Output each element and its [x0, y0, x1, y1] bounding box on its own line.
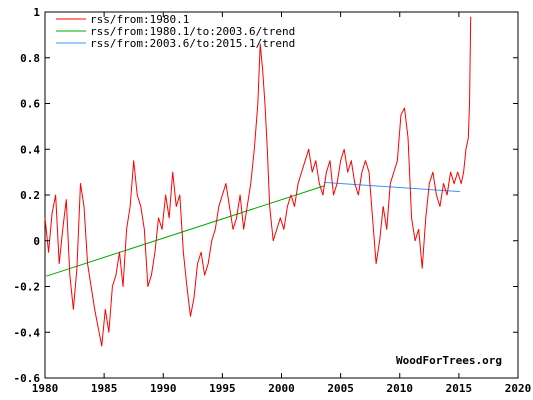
x-tick-label: 1990 [150, 382, 177, 395]
y-tick-label: 0 [33, 235, 40, 248]
y-tick-label: 0.2 [20, 189, 40, 202]
trend-layer [46, 181, 461, 277]
credit-text: WoodForTrees.org [396, 354, 502, 367]
x-tick-label: 2000 [268, 382, 295, 395]
y-tick-label: 1 [33, 6, 40, 19]
y-tick-label: 0.4 [20, 143, 40, 156]
legend-label-0: rss/from:1980.1 [90, 13, 189, 26]
y-tick-label: 0.8 [20, 52, 40, 65]
legend-label-1: rss/from:1980.1/to:2003.6/trend [90, 25, 295, 38]
x-tick-label: 2005 [327, 382, 354, 395]
y-tick-label: -0.6 [14, 372, 41, 385]
x-tick-label: 2015 [446, 382, 473, 395]
y-tick-label: -0.2 [14, 281, 41, 294]
x-tick-label: 2020 [505, 382, 532, 395]
x-tick-label: 1985 [91, 382, 118, 395]
series-line-2 [324, 181, 461, 193]
y-tick-label: 0.6 [20, 98, 40, 111]
x-tick-label: 1980 [32, 382, 59, 395]
legend-label-2: rss/from:2003.6/to:2015.1/trend [90, 37, 295, 50]
series-layer [44, 16, 472, 347]
x-tick-label: 2010 [387, 382, 414, 395]
series-line-1 [46, 185, 325, 277]
x-tick-label: 1995 [209, 382, 236, 395]
plot-frame [44, 11, 519, 379]
y-tick-label: -0.4 [14, 326, 41, 339]
axes-layer: 1980 1985 1990 1995 2000 2005 2010 2015 2020 -0.6… [14, 6, 532, 395]
series-line-0 [44, 16, 472, 347]
legend: rss/from:1980.1 rss/from:1980.1/to:2003.… [56, 13, 295, 50]
